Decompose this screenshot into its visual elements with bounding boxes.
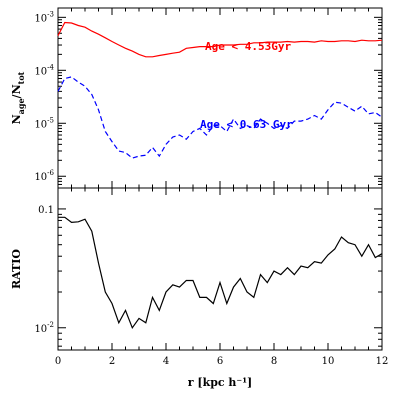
y-tick-label: 0.1: [38, 205, 54, 216]
top-plot-frame: [57, 7, 383, 189]
bottom-panel: 0 2 4 6 8 10 12 10-2 0.1 RATIO r [kpc h⁻¹]: [10, 187, 389, 389]
series-line-0-0: [57, 21, 383, 58]
top-x-ticks: [57, 8, 383, 188]
ylabel-sub2: tot: [16, 71, 26, 84]
top-series-group: [57, 21, 383, 159]
top-y-axis-label: Nage/Ntot: [10, 71, 26, 124]
x-tick-label: 0: [55, 356, 61, 367]
x-axis-label: r [kpc h⁻¹]: [188, 376, 253, 389]
bottom-y-ticks: 10-2 0.1: [34, 205, 382, 347]
x-tick-label: 2: [109, 356, 115, 367]
bottom-plot-frame: [57, 187, 383, 351]
series-label-blue: Age < 0.63 Gyr: [200, 118, 293, 131]
series-line-1-0: [58, 216, 383, 330]
bottom-y-axis-label: RATIO: [10, 249, 23, 289]
y-tick-label: 10-5: [34, 116, 54, 130]
top-panel: 10-6 10-5 10-4 10-3 Age < 4.53Gyr Age < 0.6…: [10, 7, 383, 189]
x-tick-label: 6: [217, 356, 223, 367]
top-y-ticks: 10-6 10-5 10-4 10-3: [34, 10, 382, 189]
x-tick-label: 10: [322, 356, 335, 367]
y-tick-label: 10-3: [34, 10, 54, 24]
series-label-red: Age < 4.53Gyr: [205, 40, 291, 53]
ylabel-slash: /N: [10, 84, 23, 98]
y-tick-label: 10-4: [34, 63, 54, 77]
bottom-series-group: [58, 216, 383, 330]
bottom-x-ticks: 0 2 4 6 8 10 12: [55, 188, 389, 367]
x-tick-label: 4: [163, 356, 169, 367]
x-tick-label: 12: [376, 356, 389, 367]
ylabel-main: N: [10, 114, 23, 124]
y-tick-label: 10-2: [34, 321, 54, 335]
ylabel-sub1: age: [16, 98, 26, 114]
y-tick-label: 10-6: [34, 169, 54, 183]
x-tick-label: 8: [271, 356, 277, 367]
series-line-0-1: [57, 76, 383, 159]
